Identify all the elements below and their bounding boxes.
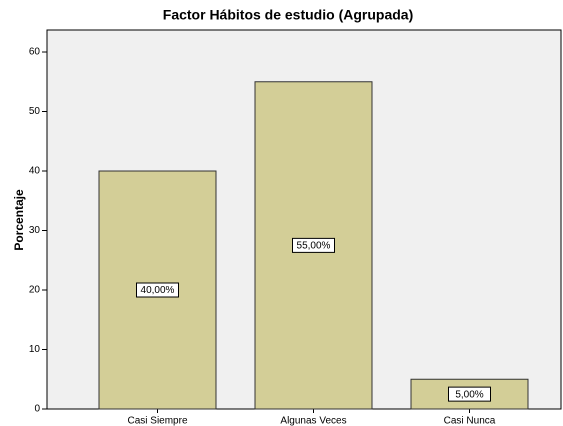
y-tick-label: 20 bbox=[29, 285, 41, 296]
value-label-box bbox=[292, 237, 335, 253]
y-tick-label: 10 bbox=[29, 344, 41, 355]
y-tick-label: 40 bbox=[29, 166, 41, 177]
value-label: 40,00% bbox=[141, 285, 175, 296]
value-label-box bbox=[448, 386, 491, 402]
bar bbox=[254, 81, 373, 410]
x-tick-label: Casi Nunca bbox=[444, 416, 496, 426]
y-axis-label: Porcentaje bbox=[12, 189, 26, 251]
value-label: 55,00% bbox=[297, 241, 331, 252]
y-tick-label: 0 bbox=[34, 404, 40, 415]
y-tick-label: 30 bbox=[29, 225, 41, 236]
y-tick-label: 60 bbox=[29, 47, 41, 58]
y-tick-label: 50 bbox=[29, 106, 41, 117]
value-label: 5,00% bbox=[455, 389, 483, 400]
value-label-box bbox=[136, 282, 179, 298]
x-tick-label: Algunas Veces bbox=[280, 416, 346, 426]
x-tick-label: Casi Siempre bbox=[127, 416, 187, 426]
chart-title: Factor Hábitos de estudio (Agrupada) bbox=[163, 7, 413, 23]
